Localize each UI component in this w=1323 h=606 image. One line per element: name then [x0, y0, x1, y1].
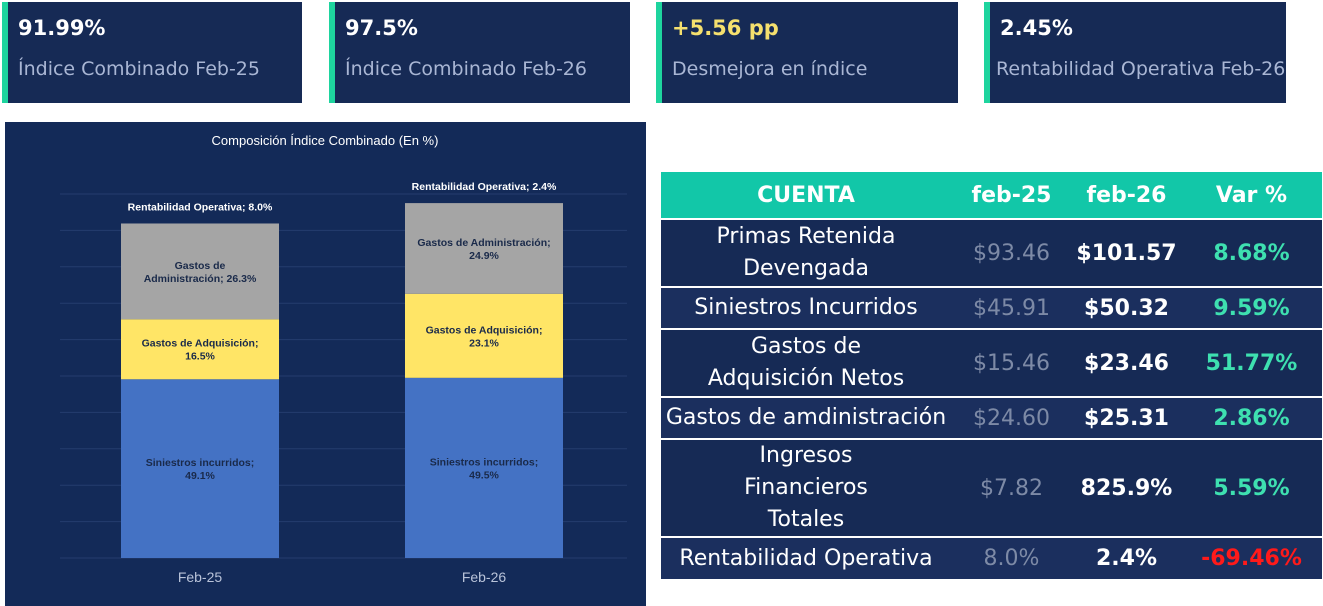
header-var: Var % [1181, 172, 1322, 219]
row-name: Gastos de Adquisición Netos [661, 328, 951, 397]
table-header-row: CUENTA feb-25 feb-26 Var % [661, 172, 1322, 219]
kpi-card-index-feb25: 91.99% Índice Combinado Feb-25 [2, 2, 302, 103]
row-feb25: 8.0% [951, 536, 1072, 579]
row-name: Primas Retenida Devengada [661, 218, 951, 287]
row-feb26: $23.46 [1072, 328, 1181, 397]
accounts-table: CUENTA feb-25 feb-26 Var % Primas Reteni… [661, 172, 1322, 579]
kpi-label: Índice Combinado Feb-26 [345, 58, 587, 80]
row-feb25: $15.46 [951, 328, 1072, 397]
table-row: Rentabilidad Operativa 8.0% 2.4% -69.46% [661, 536, 1322, 579]
bar-segment [121, 319, 279, 380]
row-feb25: $24.60 [951, 396, 1072, 439]
bar-data-label: Gastos de Adquisición; 23.1% [426, 324, 543, 349]
row-feb26: $50.32 [1072, 286, 1181, 329]
table-row: Primas Retenida Devengada $93.46 $101.57… [661, 218, 1322, 287]
kpi-value: 97.5% [345, 16, 418, 40]
kpi-card-deterioration: +5.56 pp Desmejora en índice [656, 2, 958, 103]
chart-canvas: Composición Índice Combinado (En %) Sini… [60, 133, 627, 585]
chart-category-labels: Feb-25 Feb-26 [178, 569, 507, 585]
bar-segment [405, 377, 563, 558]
kpi-card-index-feb26: 97.5% Índice Combinado Feb-26 [329, 2, 630, 103]
bar-data-label: Gastos de Administración; 24.9% [417, 237, 550, 262]
combined-index-chart: Composición Índice Combinado (En %) Sini… [5, 122, 646, 606]
kpi-card-operating-profit: 2.45% Rentabilidad Operativa Feb-26 [984, 2, 1286, 103]
row-var: 5.59% [1181, 438, 1322, 537]
bar-segment [405, 293, 563, 378]
row-feb26: $25.31 [1072, 396, 1181, 439]
kpi-label: Desmejora en índice [672, 58, 868, 80]
chart-title: Composición Índice Combinado (En %) [212, 133, 439, 148]
kpi-value: 2.45% [1000, 16, 1073, 40]
kpi-value: +5.56 pp [672, 16, 779, 40]
row-var: 9.59% [1181, 286, 1322, 329]
row-name: Ingresos Financieros Totales [661, 438, 951, 537]
header-feb25: feb-25 [951, 172, 1072, 219]
row-name: Gastos de amdinistración [661, 396, 951, 439]
kpi-label: Índice Combinado Feb-25 [18, 58, 260, 80]
bar-data-label: Gastos de Administración; 26.3% [144, 260, 257, 285]
bar-data-label: Siniestros incurridos; 49.1% [146, 457, 255, 482]
category-label: Feb-26 [462, 569, 507, 585]
table-row: Gastos de amdinistración $24.60 $25.31 2… [661, 396, 1322, 439]
category-label: Feb-25 [178, 569, 223, 585]
bar-segment [121, 379, 279, 558]
row-feb25: $7.82 [951, 438, 1072, 537]
row-name: Rentabilidad Operativa [661, 536, 951, 579]
row-var: -69.46% [1181, 536, 1322, 579]
table-row: Siniestros Incurridos $45.91 $50.32 9.59… [661, 286, 1322, 329]
row-feb25: $93.46 [951, 218, 1072, 287]
bar-segment [121, 223, 279, 320]
row-var: 2.86% [1181, 396, 1322, 439]
row-feb25: $45.91 [951, 286, 1072, 329]
header-cuenta: CUENTA [661, 172, 951, 219]
kpi-value: 91.99% [18, 16, 106, 40]
row-var: 8.68% [1181, 218, 1322, 287]
header-feb26: feb-26 [1072, 172, 1181, 219]
bar-data-label: Gastos de Adquisición; 16.5% [142, 338, 259, 363]
table-row: Ingresos Financieros Totales $7.82 825.9… [661, 438, 1322, 537]
bar-data-label: Siniestros incurridos; 49.5% [430, 456, 539, 481]
row-feb26: $101.57 [1072, 218, 1181, 287]
table-row: Gastos de Adquisición Netos $15.46 $23.4… [661, 328, 1322, 397]
bar-data-label: Rentabilidad Operativa; 2.4% [412, 181, 557, 193]
kpi-label: Rentabilidad Operativa Feb-26 [996, 58, 1286, 80]
row-feb26: 825.9% [1072, 438, 1181, 537]
row-var: 51.77% [1181, 328, 1322, 397]
row-name: Siniestros Incurridos [661, 286, 951, 329]
bar-segment [405, 203, 563, 294]
bar-data-label: Rentabilidad Operativa; 8.0% [128, 201, 273, 213]
row-feb26: 2.4% [1072, 536, 1181, 579]
chart-bars: Siniestros incurridos; 49.1% Gastos de Adq… [121, 181, 563, 558]
